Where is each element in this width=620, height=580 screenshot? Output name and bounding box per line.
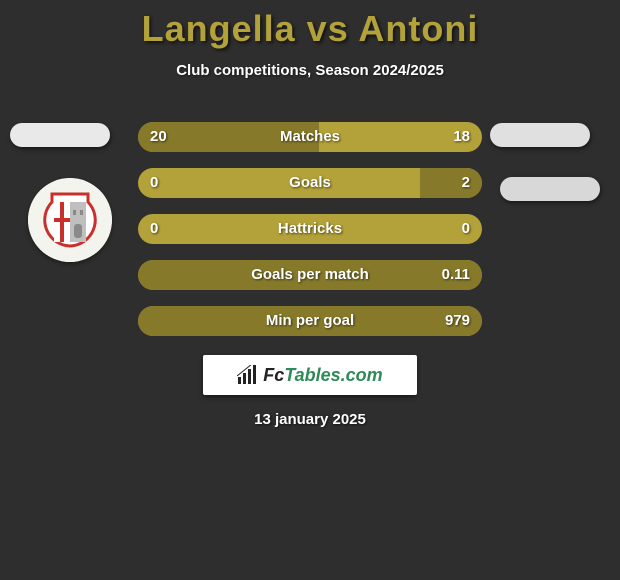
stat-label: Hattricks [138,214,482,244]
page-title: Langella vs Antoni [0,0,620,50]
stat-row: 0Goals2 [138,168,482,198]
brand-prefix: Fc [263,365,284,385]
stat-row: Min per goal979 [138,306,482,336]
stat-label: Min per goal [138,306,482,336]
brand-badge[interactable]: FcTables.com [203,355,417,395]
stat-label: Goals per match [138,260,482,290]
date-text: 13 january 2025 [0,411,620,428]
stat-row: 20Matches18 [138,122,482,152]
value-right: 0 [462,214,470,244]
stat-row: 0Hattricks0 [138,214,482,244]
comparison-card: Langella vs Antoni Club competitions, Se… [0,0,620,580]
value-right: 979 [445,306,470,336]
club-crest-left [28,178,112,262]
stat-label: Matches [138,122,482,152]
stat-label: Goals [138,168,482,198]
comparison-rows: 20Matches180Goals20Hattricks0Goals per m… [138,122,482,352]
brand-suffix: Tables.com [284,365,382,385]
value-right: 18 [453,122,470,152]
team-pill-right-top [490,123,590,147]
shield-icon [28,178,112,262]
stat-row: Goals per match0.11 [138,260,482,290]
team-pill-left-top [10,123,110,147]
bar-chart-icon [237,365,257,385]
value-right: 2 [462,168,470,198]
subtitle: Club competitions, Season 2024/2025 [0,62,620,79]
brand-text: FcTables.com [263,365,382,386]
value-right: 0.11 [442,260,470,290]
team-pill-right-bottom [500,177,600,201]
